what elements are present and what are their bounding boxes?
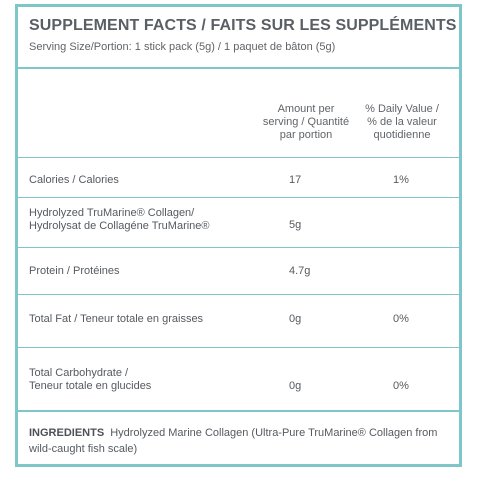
row-label-total-fat: Total Fat / Teneur totale en graisses (29, 313, 204, 325)
row-label-calories: Calories / Calories (29, 174, 119, 186)
divider-columns (18, 157, 459, 158)
amount-header-line-2: serving / Quantité (262, 116, 350, 128)
divider-row-3 (18, 294, 459, 295)
divider-row-1 (18, 197, 459, 198)
row-dv-calories: 1% (393, 174, 409, 186)
row-dv-total-carbohydrate: 0% (393, 380, 409, 392)
column-header-amount: Amount per serving / Quantité par portio… (258, 103, 354, 142)
row-label-collagen: Hydrolyzed TruMarine® Collagen/ Hydrolys… (29, 207, 210, 232)
supplement-facts-panel: SUPPLEMENT FACTS / FAITS SUR LES SUPPLÉM… (15, 4, 462, 467)
dv-header-line-2: % de la valeur (367, 116, 437, 128)
divider-row-2 (18, 247, 459, 248)
dv-header-line-3: quotidienne (373, 129, 431, 141)
row-amount-collagen: 5g (289, 219, 302, 231)
row-dv-total-fat: 0% (393, 313, 409, 325)
dv-header-line-1: % Daily Value / (365, 103, 439, 115)
ingredients-label: INGREDIENTS (29, 427, 105, 439)
panel-title: SUPPLEMENT FACTS / FAITS SUR LES SUPPLÉM… (29, 17, 457, 34)
divider-header (18, 67, 459, 69)
ingredients-text: Hydrolyzed Marine Collagen (Ultra-Pure T… (29, 427, 438, 455)
divider-ingredients (18, 410, 459, 412)
ingredients-section: INGREDIENTS Hydrolyzed Marine Collagen (U… (29, 425, 449, 457)
serving-size: Serving Size/Portion: 1 stick pack (5g) … (29, 41, 336, 53)
column-header-daily-value: % Daily Value / % de la valeur quotidien… (353, 103, 451, 142)
row-label-protein: Protein / Protéines (29, 265, 120, 277)
row-amount-calories: 17 (289, 174, 302, 186)
amount-header-line-1: Amount per (277, 103, 335, 115)
amount-header-line-3: par portion (279, 129, 333, 141)
row-amount-total-fat: 0g (289, 313, 302, 325)
row-label-total-carbohydrate: Total Carbohydrate / Teneur totale en gl… (29, 367, 152, 392)
row-amount-total-carbohydrate: 0g (289, 380, 302, 392)
row-amount-protein: 4.7g (289, 265, 311, 277)
divider-row-4 (18, 347, 459, 348)
